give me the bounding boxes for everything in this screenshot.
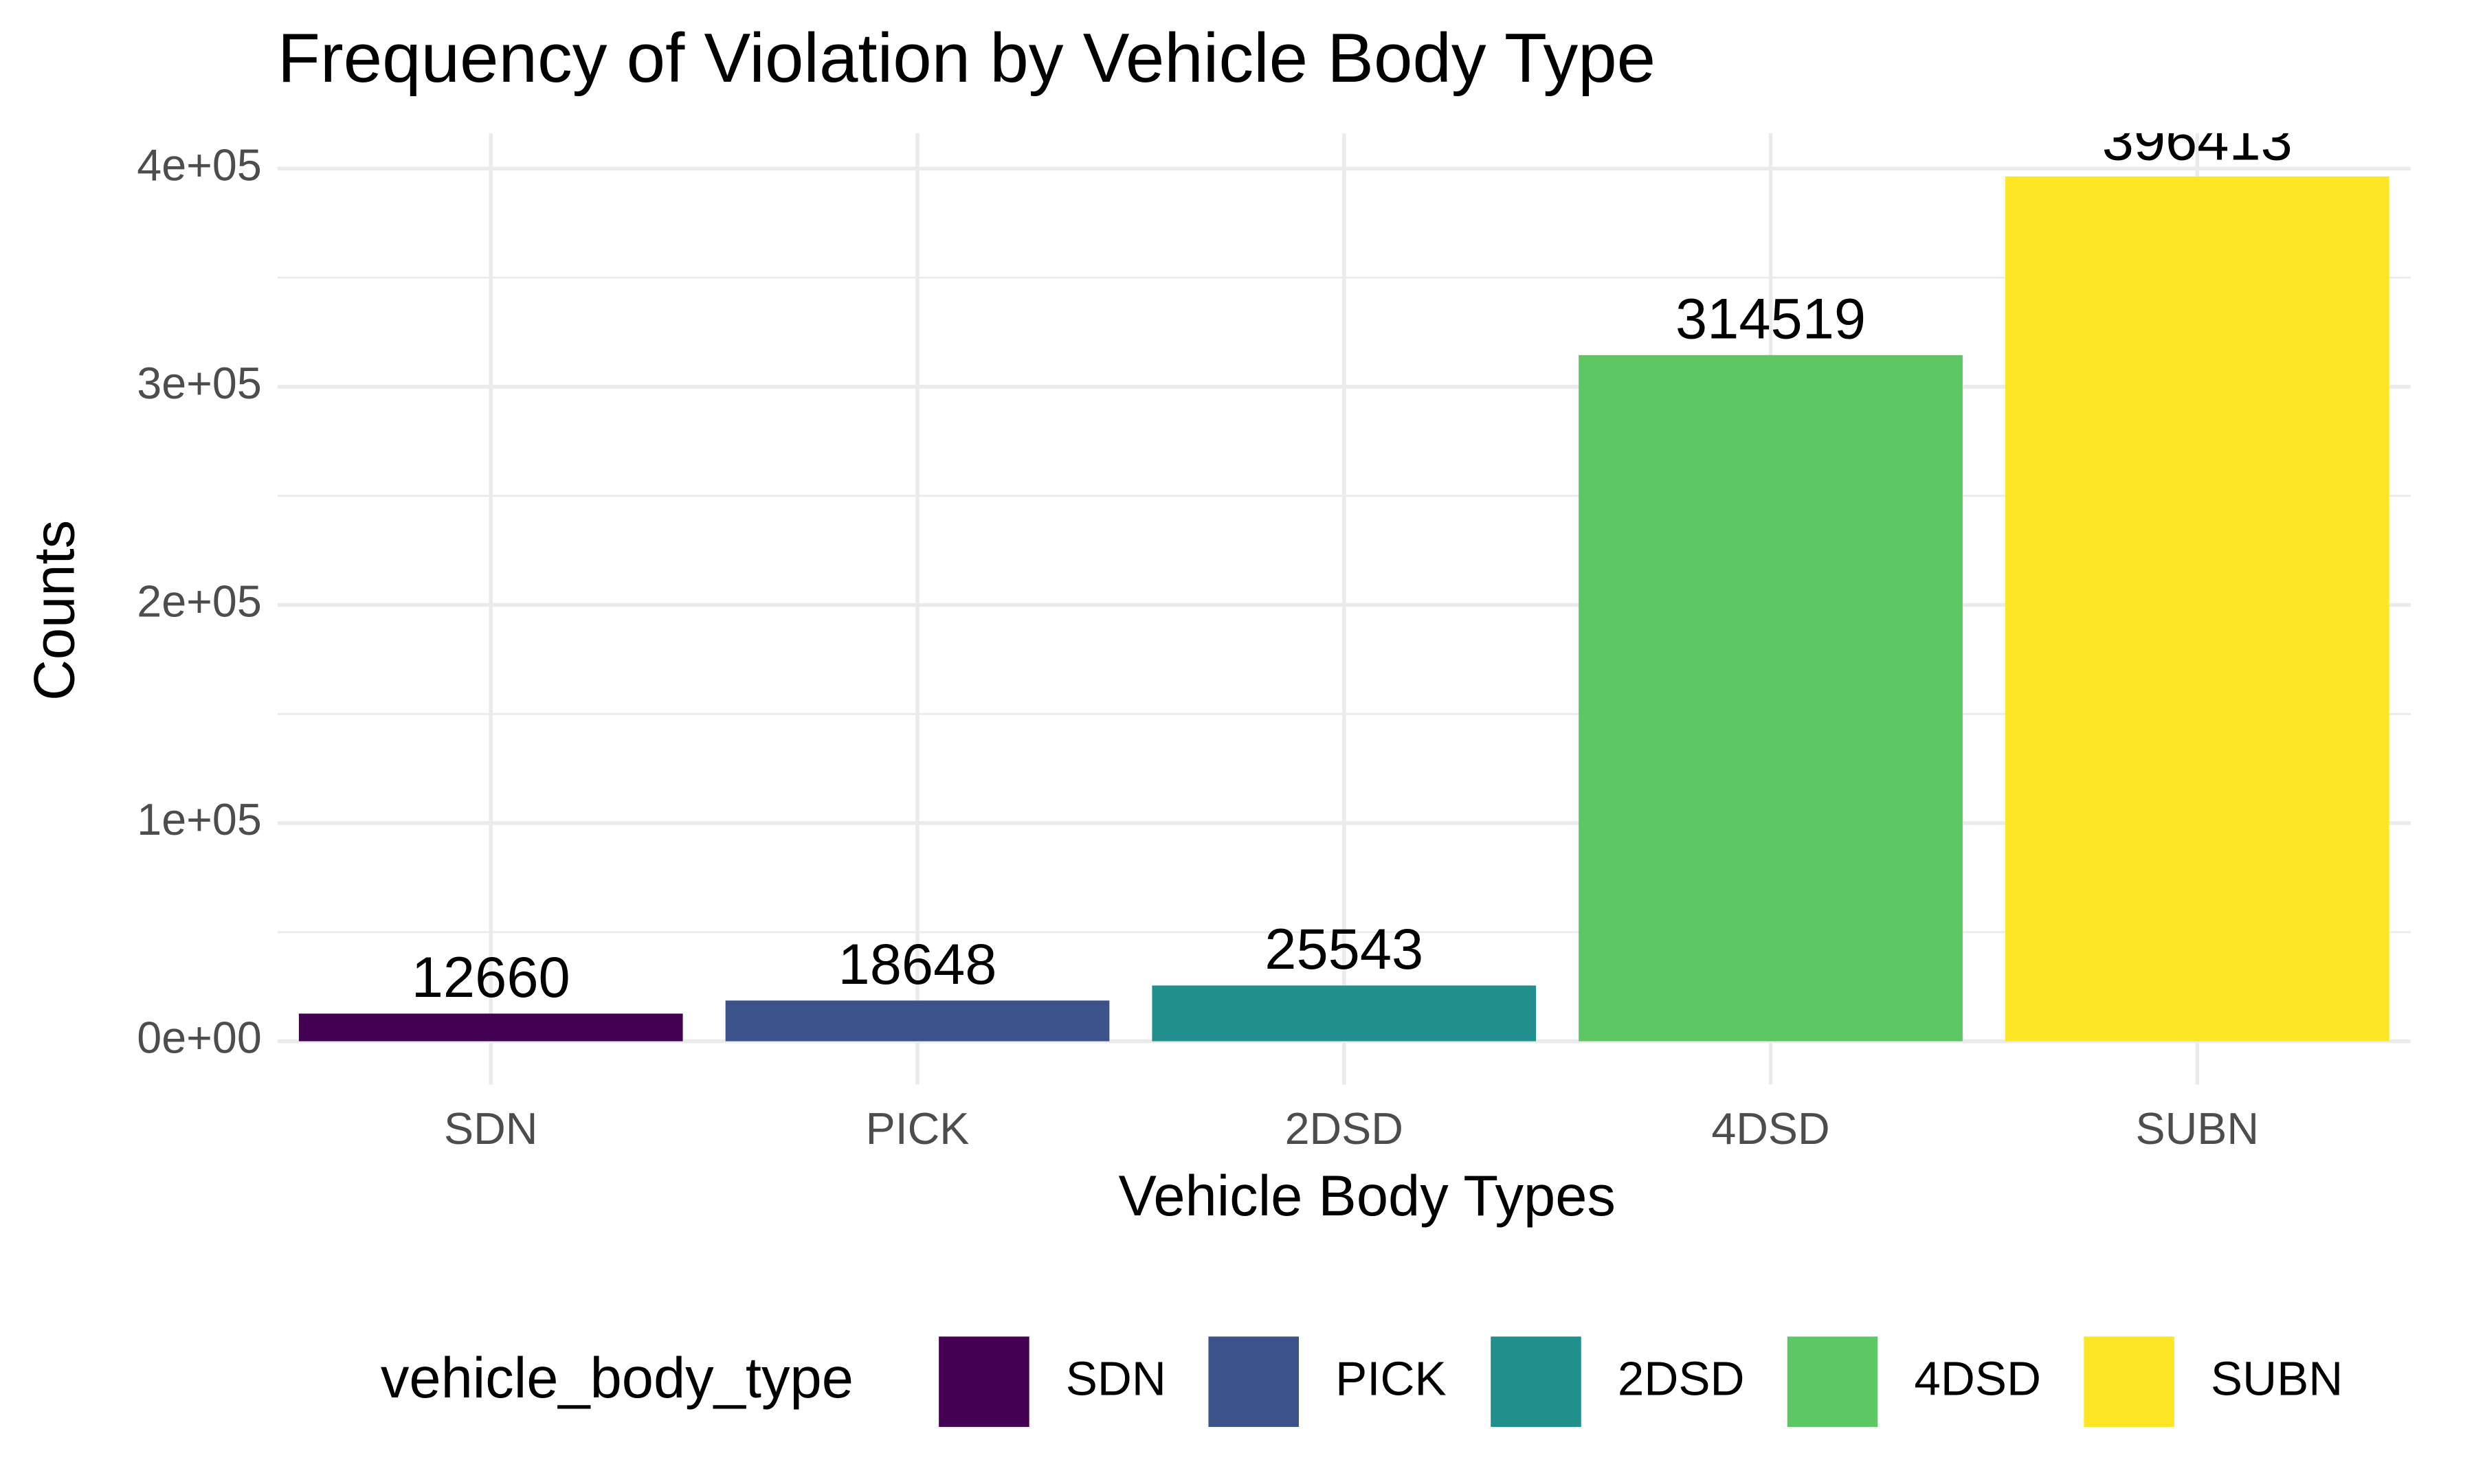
value-label: 18648 <box>838 932 997 996</box>
y-tick-label: 2e+05 <box>137 577 261 627</box>
bar <box>1579 355 1963 1042</box>
legend-key <box>1491 1336 1581 1427</box>
y-tick-label: 1e+05 <box>137 795 261 844</box>
legend-label: 2DSD <box>1618 1352 1745 1406</box>
legend-title: vehicle_body_type <box>381 1346 854 1410</box>
y-tick-label: 3e+05 <box>137 359 261 408</box>
x-tick-label: SUBN <box>2136 1104 2260 1154</box>
bar <box>725 1000 1110 1042</box>
y-axis-title: Counts <box>22 520 86 701</box>
value-label: 314519 <box>1675 287 1866 351</box>
x-tick-label: 4DSD <box>1711 1104 1829 1154</box>
legend-key <box>939 1336 1029 1427</box>
x-tick-label: 2DSD <box>1285 1104 1403 1154</box>
legend-label: 4DSD <box>1914 1352 2041 1406</box>
y-tick-label: 4e+05 <box>137 140 261 190</box>
x-tick-label: SDN <box>444 1104 537 1154</box>
value-label: 396413 <box>2102 109 2293 172</box>
bar <box>1152 985 1537 1042</box>
legend-label: PICK <box>1335 1352 1447 1406</box>
y-tick-label: 0e+00 <box>137 1013 261 1063</box>
bar <box>298 1013 683 1042</box>
legend-key <box>2084 1336 2174 1427</box>
bar <box>2005 176 2389 1042</box>
chart-title: Frequency of Violation by Vehicle Body T… <box>278 19 1656 97</box>
x-axis-title: Vehicle Body Types <box>1119 1164 1616 1228</box>
legend-label: SDN <box>1066 1352 1166 1406</box>
value-label: 25543 <box>1264 917 1423 981</box>
bars: 12660 18648 25543 314519 396413 <box>298 109 2389 1042</box>
legend-label: SUBN <box>2211 1352 2343 1406</box>
legend-key <box>1787 1336 1878 1427</box>
legend-key <box>1208 1336 1299 1427</box>
x-tick-label: PICK <box>866 1104 970 1154</box>
value-label: 12660 <box>412 945 570 1009</box>
